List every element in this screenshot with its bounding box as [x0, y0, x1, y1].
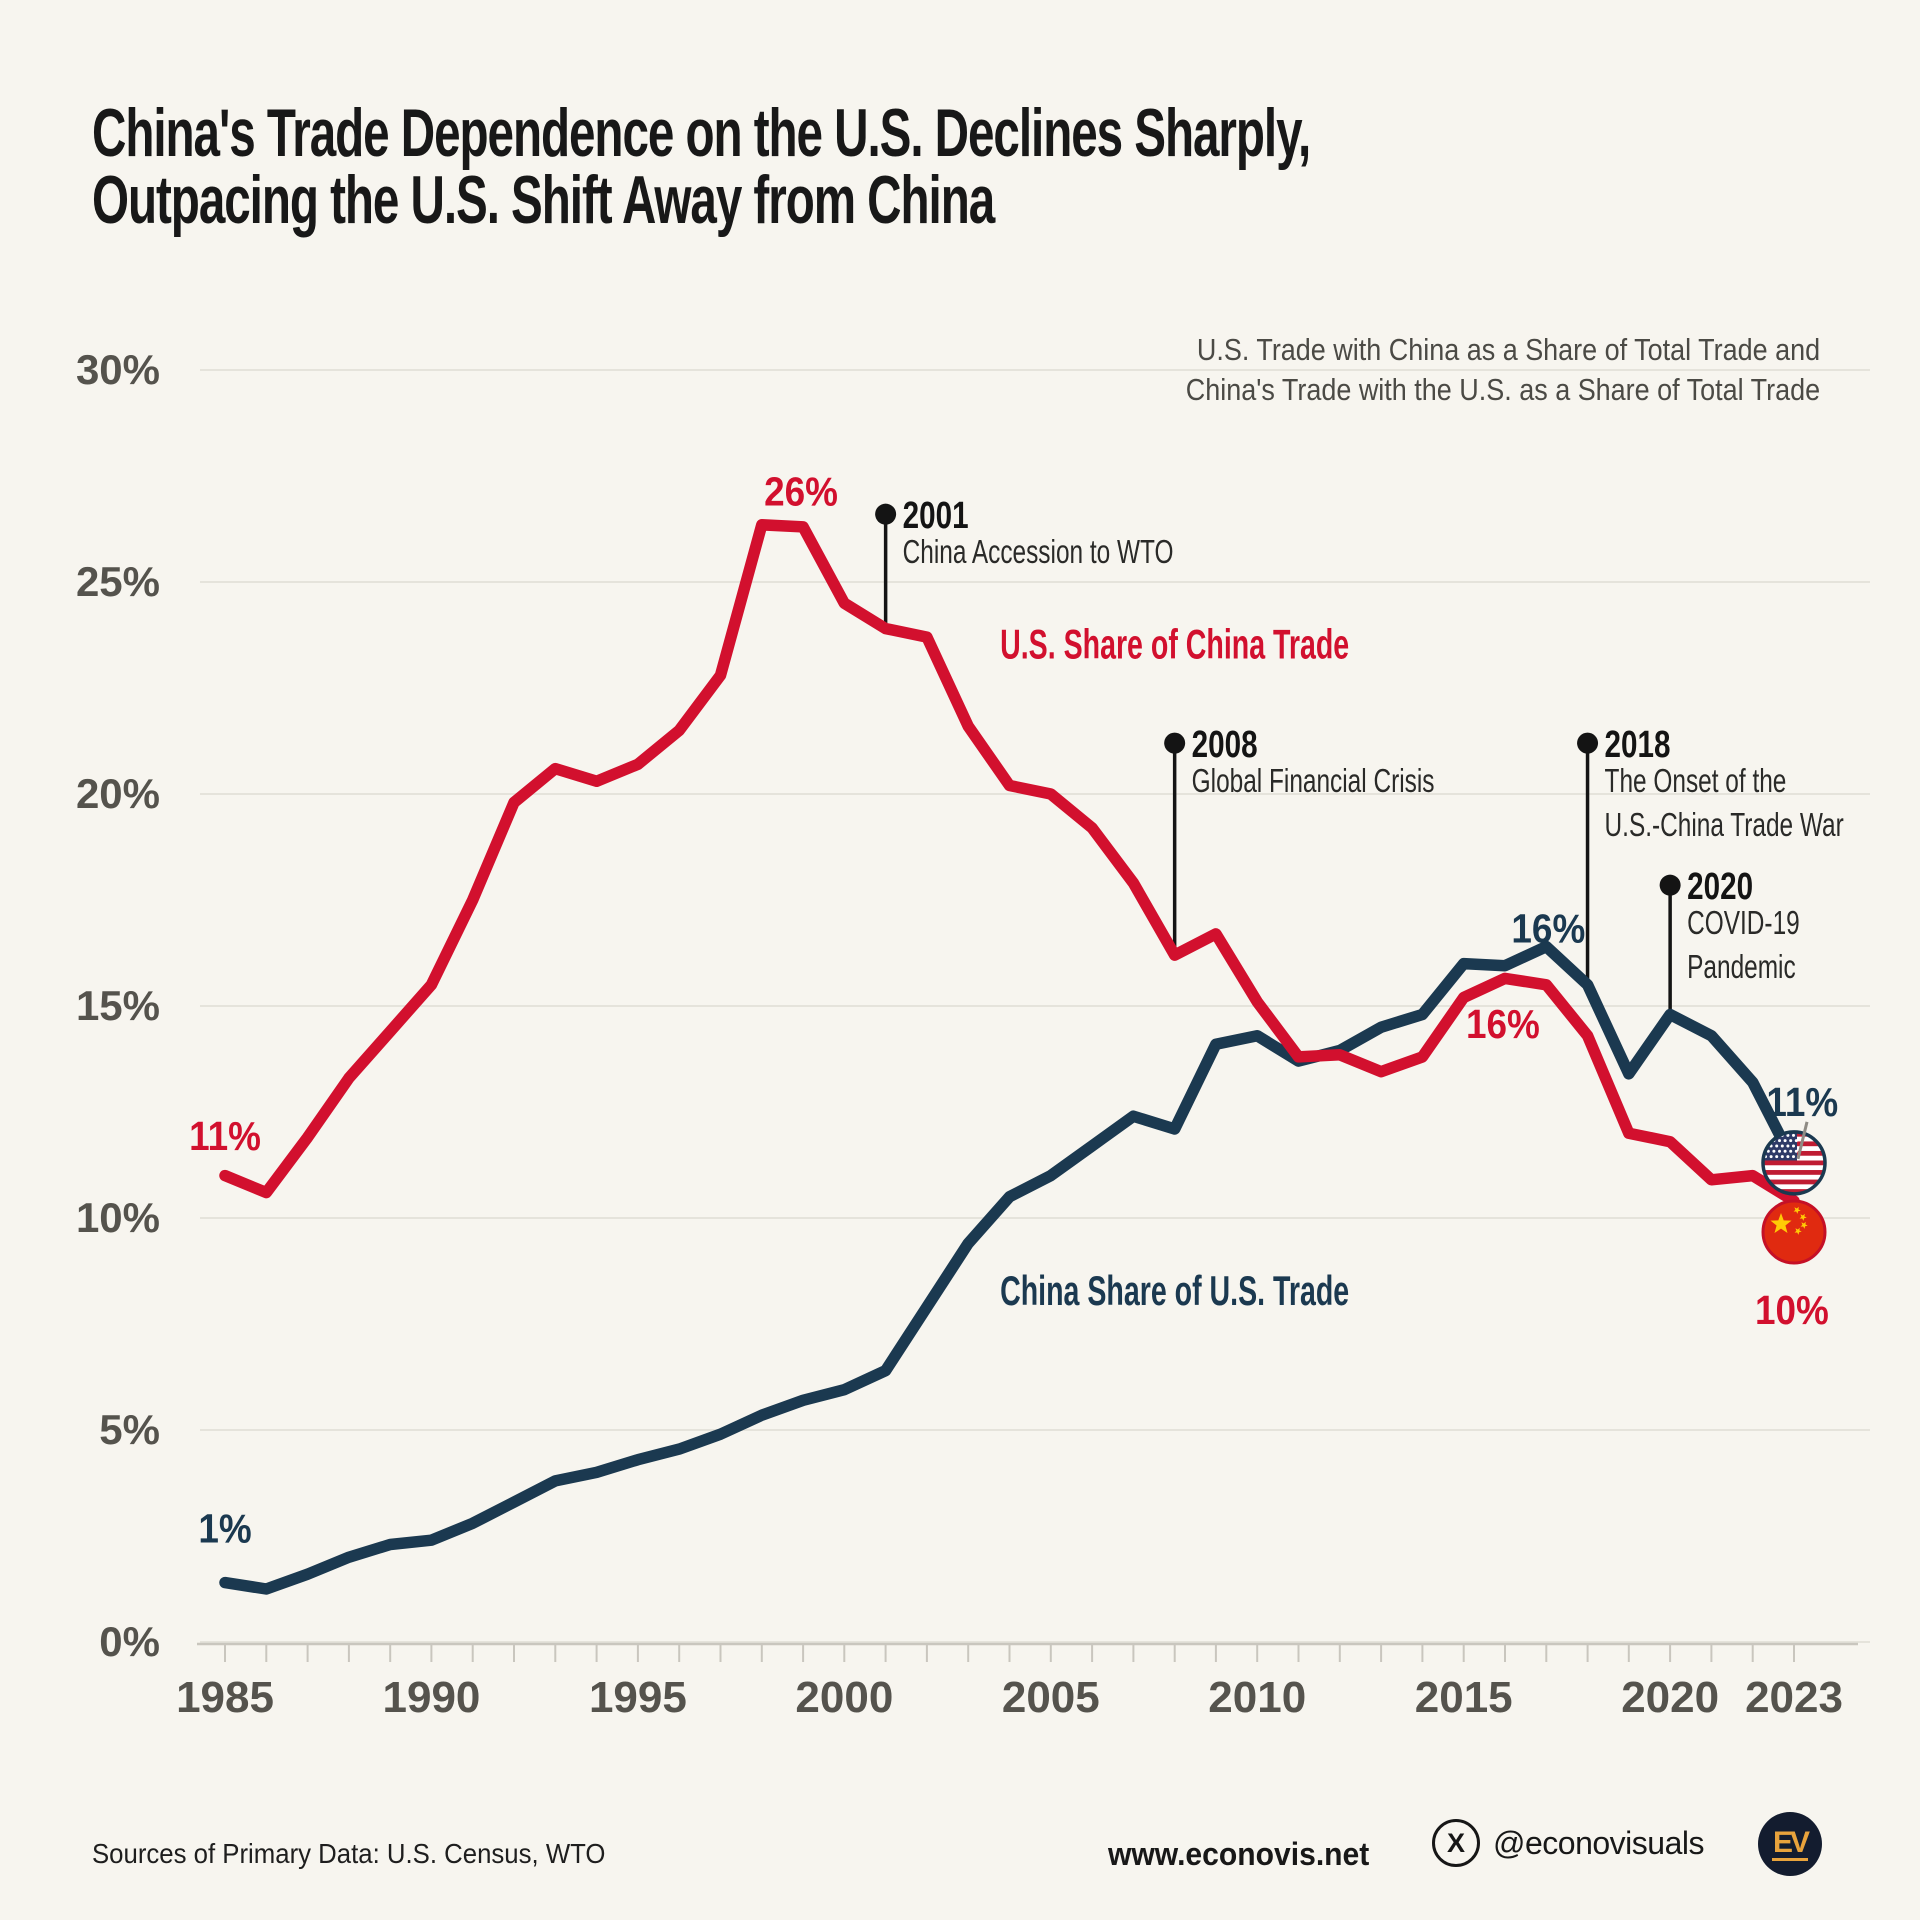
- y-axis-label: 0%: [99, 1618, 160, 1665]
- series-lines: [219, 519, 1800, 1595]
- annotation-description: The Onset of the: [1605, 764, 1787, 800]
- x-logo-icon: X: [1432, 1819, 1480, 1867]
- x-axis-label: 1990: [383, 1673, 481, 1722]
- annotation-description: China Accession to WTO: [903, 535, 1174, 571]
- annotation-dot: [1659, 874, 1681, 896]
- page-title: China's Trade Dependence on the U.S. Dec…: [92, 95, 1311, 238]
- china-flag-icon: [1761, 1199, 1827, 1265]
- y-axis-label: 20%: [76, 770, 160, 817]
- data-point-label: 11%: [1766, 1081, 1838, 1126]
- annotation-year: 2018: [1605, 724, 1671, 766]
- y-axis-label: 25%: [76, 558, 160, 605]
- annotation-dot: [1164, 732, 1186, 754]
- annotation-dot: [875, 503, 897, 525]
- annotation-description: Pandemic: [1687, 950, 1796, 986]
- x-axis-label: 2020: [1621, 1673, 1719, 1722]
- annotation-description: COVID-19: [1687, 906, 1800, 942]
- x-axis-label: 2005: [1002, 1673, 1100, 1722]
- x-axis-label: 2010: [1208, 1673, 1306, 1722]
- x-axis-label: 1985: [176, 1673, 274, 1722]
- series-label: U.S. Share of China Trade: [1000, 620, 1349, 668]
- data-sources-note: Sources of Primary Data: U.S. Census, WT…: [92, 1838, 606, 1869]
- data-point-label: 1%: [198, 1507, 251, 1552]
- annotation-description: Global Financial Crisis: [1192, 764, 1435, 800]
- social-handle: @econovisuals: [1493, 1824, 1704, 1861]
- series-label: China Share of U.S. Trade: [1000, 1266, 1349, 1314]
- page-title-line1: China's Trade Dependence on the U.S. Dec…: [92, 95, 1311, 171]
- social-handle-group: X @econovisuals: [1432, 1819, 1704, 1867]
- data-point-label: 26%: [764, 470, 838, 515]
- y-axis-label: 15%: [76, 982, 160, 1029]
- annotation-year: 2008: [1192, 724, 1258, 766]
- y-axis-label: 10%: [76, 1194, 160, 1241]
- line-us_share_of_china_trade: [219, 519, 1800, 1207]
- data-point-label: 16%: [1466, 1002, 1540, 1047]
- data-point-label: 16%: [1511, 907, 1585, 952]
- y-axis-label: 5%: [99, 1406, 160, 1453]
- econovis-logo-initials: EV: [1771, 1827, 1810, 1862]
- website-link: www.econovis.net: [1108, 1836, 1370, 1872]
- econovis-logo: EV: [1758, 1812, 1822, 1876]
- page-title-line2: Outpacing the U.S. Shift Away from China: [92, 162, 995, 238]
- x-axis-label: 2015: [1415, 1673, 1513, 1722]
- data-point-label: 11%: [189, 1114, 261, 1159]
- x-axis-label: 2023: [1745, 1673, 1843, 1722]
- annotation-dot: [1577, 732, 1599, 754]
- annotation-description: U.S.-China Trade War: [1605, 808, 1844, 844]
- x-axis-label: 2000: [795, 1673, 893, 1722]
- x-axis-label: 1995: [589, 1673, 687, 1722]
- chart-subtitle: U.S. Trade with China as a Share of Tota…: [1186, 330, 1820, 410]
- y-axis-label: 30%: [76, 346, 160, 393]
- annotation-year: 2001: [903, 495, 969, 537]
- chart-subtitle-line2: China's Trade with the U.S. as a Share o…: [1185, 372, 1820, 407]
- series-labels: U.S. Share of China Trade China Share of …: [1000, 620, 1349, 1315]
- data-point-labels: 11% 1% 26% 16% 16% 11% 10%: [189, 470, 1838, 1552]
- line-china_share_of_us_trade: [219, 940, 1800, 1595]
- axes: 0% 5% 10% 15% 20% 25% 30% 1985 1990 1995 2000 2005 2…: [76, 346, 1858, 1722]
- annotation-year: 2020: [1687, 866, 1753, 908]
- data-point-label: 10%: [1755, 1288, 1829, 1333]
- flag-pin: [1796, 1121, 1809, 1160]
- chart-subtitle-line1: U.S. Trade with China as a Share of Tota…: [1196, 332, 1820, 367]
